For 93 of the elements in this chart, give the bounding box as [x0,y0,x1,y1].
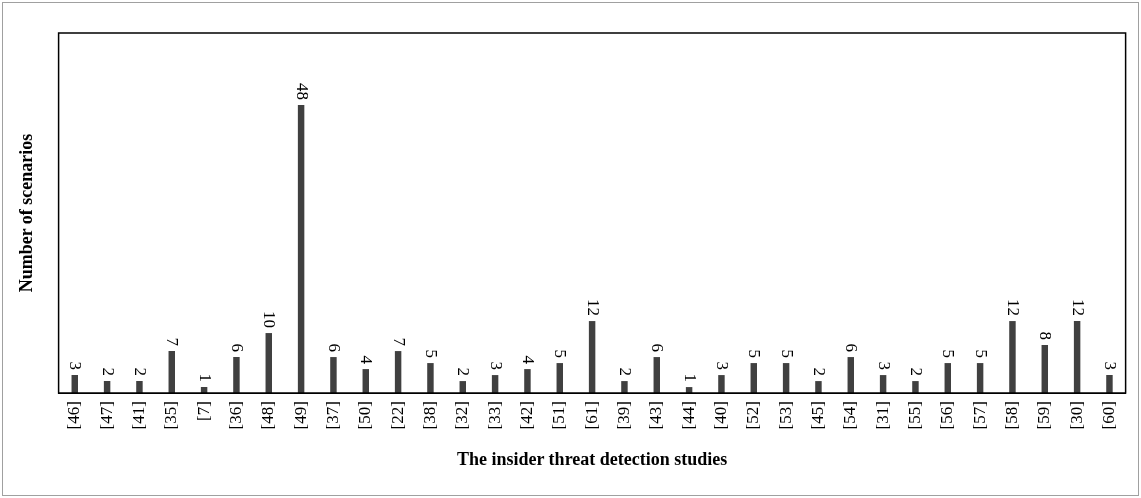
x-axis-title: The insider threat detection studies [456,448,728,469]
data-label: 2 [906,367,926,377]
x-tick-label: [56] [937,401,957,430]
bar [912,381,919,394]
data-label: 4 [357,355,377,365]
x-tick-label: [41] [128,401,148,430]
x-tick-label: [52] [743,401,763,430]
bar [233,357,240,394]
bar [524,369,531,394]
x-tick-label: [58] [1001,401,1021,430]
bar [1009,321,1016,394]
bar [394,351,402,394]
bar [1073,321,1081,394]
x-tick-label: [36] [225,401,245,430]
data-label: 3 [486,361,506,371]
data-label: 3 [874,361,894,371]
x-tick-label: [30] [1066,401,1086,430]
data-label: 2 [809,367,829,377]
x-tick-label: [40] [710,401,730,430]
x-tick-label: [46] [64,401,84,430]
x-tick-label: [38] [419,401,439,430]
data-label: 3 [712,361,732,371]
data-label: 4 [518,355,538,365]
data-label: 1 [680,373,700,383]
bar [782,363,790,394]
x-tick-label: [49] [290,401,310,430]
data-label: 12 [1003,299,1023,317]
data-label: 5 [939,349,959,359]
x-tick-label: [45] [807,401,827,430]
x-tick-label: [35] [161,401,181,430]
x-tick-label: [47] [96,401,116,430]
bar [1106,375,1113,394]
y-axis-title: Number of scenarios [16,133,37,293]
data-label: 5 [777,349,797,359]
bar [621,381,628,394]
data-label: 2 [454,367,474,377]
bar [976,363,984,394]
bar [944,363,952,394]
bar [750,363,758,394]
data-label: 2 [615,367,635,377]
data-label: 10 [260,311,280,329]
bar [330,357,337,394]
x-tick-label: [43] [646,401,666,430]
bar [427,363,434,394]
data-label: 6 [324,343,344,353]
x-tick-label: [22] [387,401,407,430]
data-label: 3 [66,361,86,371]
bar [265,333,272,394]
data-label: 12 [583,299,603,317]
bar [718,375,725,394]
data-label: 7 [389,337,409,347]
x-tick-label: [57] [969,401,989,430]
bar [847,357,855,394]
x-tick-label: [42] [516,401,536,430]
x-tick-label: [37] [322,401,342,430]
data-label: 5 [551,349,571,359]
data-label: 5 [745,349,765,359]
bar [588,321,596,394]
data-label: 7 [163,337,183,347]
data-label: 5 [971,349,991,359]
data-label: 6 [648,343,668,353]
bar [136,381,143,394]
x-tick-label: [51] [549,401,569,430]
x-tick-label: [53] [775,401,795,430]
x-tick-label: [33] [484,401,504,430]
bar [653,357,661,394]
data-label: 5 [421,349,441,359]
x-tick-label: [44] [678,401,698,430]
x-tick-label: [61] [581,401,601,430]
bar [1041,345,1049,394]
x-tick-label: [7] [193,401,213,421]
data-label: 2 [98,367,118,377]
x-tick-label: [39] [613,401,633,430]
data-label: 6 [227,343,247,353]
x-tick-label: [32] [452,401,472,430]
x-tick-label: [55] [904,401,924,430]
data-label: 6 [842,343,862,353]
x-tick-label: [54] [840,401,860,430]
bar [168,351,175,394]
data-label: 48 [292,83,312,101]
x-tick-label: [50] [355,401,375,430]
data-label: 2 [130,367,150,377]
bar [815,381,822,394]
data-label: 1 [195,373,215,383]
bar [297,105,305,394]
data-label: 12 [1068,299,1088,317]
data-label: 8 [1036,331,1056,341]
x-tick-label: [48] [258,401,278,430]
x-tick-label: [59] [1034,401,1054,430]
x-tick-label: [31] [872,401,892,430]
data-label: 3 [1100,361,1120,371]
bar [556,363,564,394]
x-tick-label: [60] [1098,401,1118,430]
